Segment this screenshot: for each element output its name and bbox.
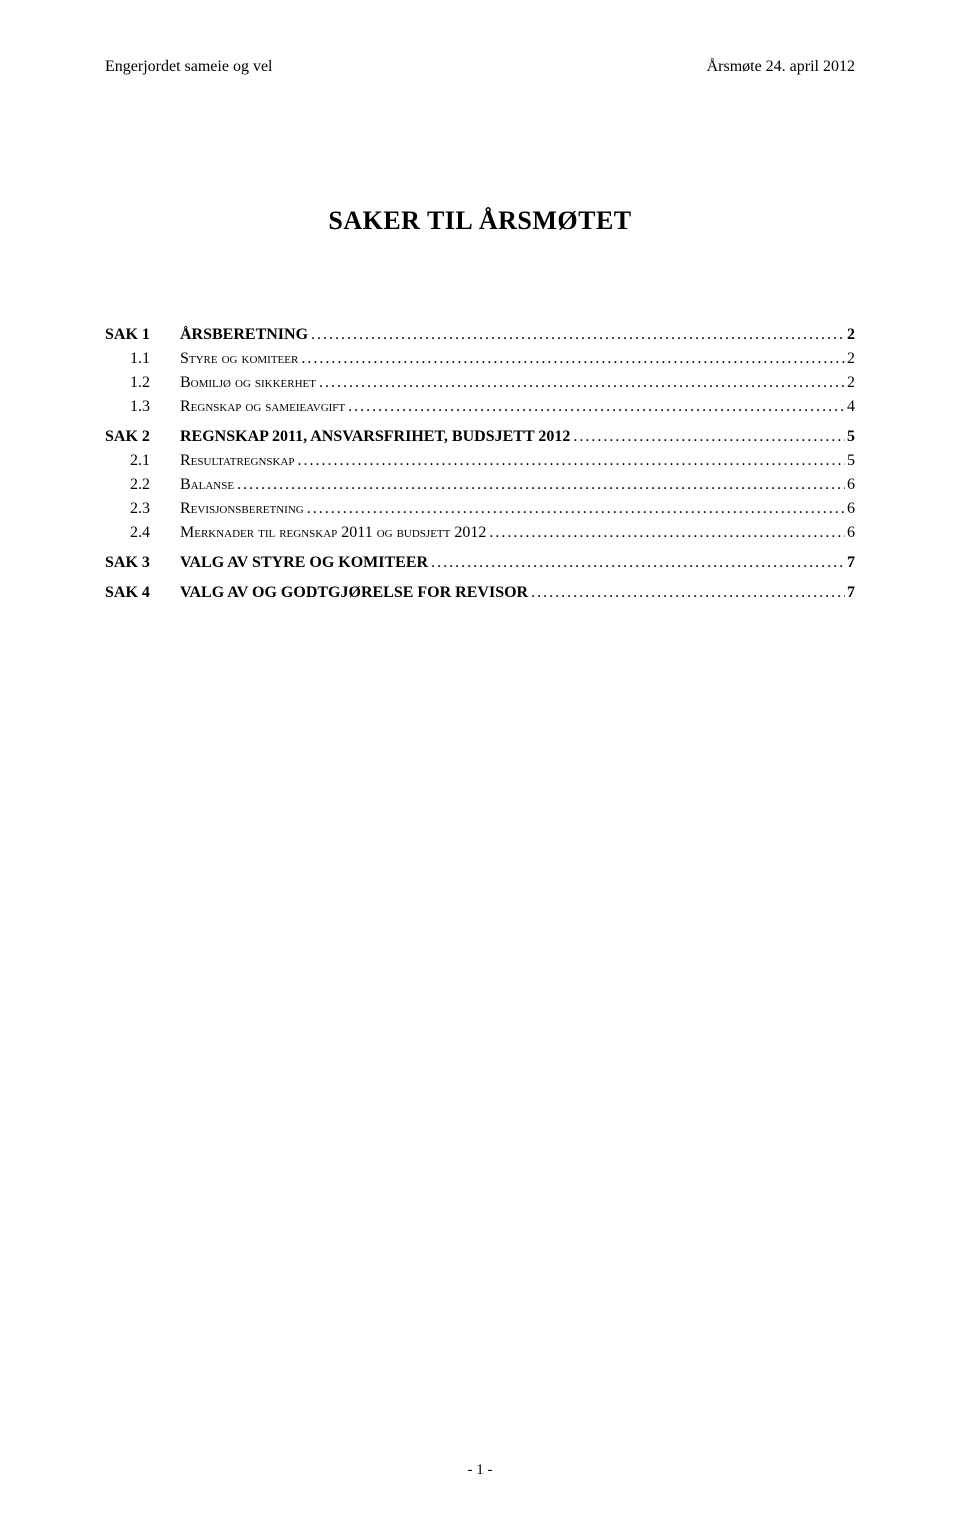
toc-entry-label: 1.3 <box>130 398 180 416</box>
toc-entry-dots <box>234 476 845 494</box>
toc-entry: SAK 1ÅRSBERETNING 2 <box>105 326 855 344</box>
toc-entry-label: SAK 1 <box>105 326 180 344</box>
toc-entry-text: Merknader til regnskap 2011 og budsjett … <box>180 524 486 542</box>
header-right-text: Årsmøte 24. april 2012 <box>707 58 855 76</box>
page-header: Engerjordet sameie og vel Årsmøte 24. ap… <box>105 58 855 76</box>
table-of-contents: SAK 1ÅRSBERETNING21.1Styre og komiteer21… <box>105 326 855 602</box>
toc-entry-page: 6 <box>845 524 855 542</box>
toc-entry-text: REGNSKAP 2011, ANSVARSFRIHET, BUDSJETT 2… <box>180 428 570 446</box>
toc-entry-dots <box>570 428 845 446</box>
toc-entry-dots <box>316 374 845 392</box>
toc-entry-dots <box>304 500 845 518</box>
toc-entry-page: 4 <box>845 398 855 416</box>
toc-entry: 2.1Resultatregnskap 5 <box>105 452 855 470</box>
page-title: SAKER TIL ÅRSMØTET <box>105 206 855 236</box>
toc-entry-page: 6 <box>845 500 855 518</box>
toc-entry-text: ÅRSBERETNING <box>180 326 308 344</box>
toc-entry-label: SAK 4 <box>105 584 180 602</box>
toc-entry-text: Regnskap og sameieavgift <box>180 398 345 416</box>
page-footer: - 1 - <box>0 1462 960 1479</box>
toc-entry-text: Resultatregnskap <box>180 452 295 470</box>
toc-entry-text: Revisjonsberetning <box>180 500 304 518</box>
toc-entry: SAK 4VALG AV OG GODTGJØRELSE FOR REVISOR… <box>105 584 855 602</box>
toc-entry-dots <box>345 398 845 416</box>
toc-entry-label: 2.4 <box>130 524 180 542</box>
toc-entry: SAK 3VALG AV STYRE OG KOMITEER 7 <box>105 554 855 572</box>
toc-entry-page: 6 <box>845 476 855 494</box>
toc-entry-text: VALG AV OG GODTGJØRELSE FOR REVISOR <box>180 584 528 602</box>
toc-entry-page: 2 <box>845 350 855 368</box>
toc-entry-label: 1.1 <box>130 350 180 368</box>
toc-entry: 2.4Merknader til regnskap 2011 og budsje… <box>105 524 855 542</box>
toc-entry-page: 5 <box>845 452 855 470</box>
toc-entry-dots <box>486 524 845 542</box>
toc-entry-page: 2 <box>845 326 855 344</box>
toc-entry: 2.3Revisjonsberetning 6 <box>105 500 855 518</box>
toc-entry-label: 2.1 <box>130 452 180 470</box>
toc-entry: 1.1Styre og komiteer 2 <box>105 350 855 368</box>
toc-entry: SAK 2REGNSKAP 2011, ANSVARSFRIHET, BUDSJ… <box>105 428 855 446</box>
toc-entry-text: Balanse <box>180 476 234 494</box>
toc-entry-dots <box>295 452 845 470</box>
toc-entry-label: SAK 3 <box>105 554 180 572</box>
toc-entry: 1.3Regnskap og sameieavgift 4 <box>105 398 855 416</box>
toc-entry-page: 5 <box>845 428 855 446</box>
toc-entry-text: Bomiljø og sikkerhet <box>180 374 316 392</box>
toc-entry-page: 7 <box>845 584 855 602</box>
toc-entry-label: 2.3 <box>130 500 180 518</box>
header-left-text: Engerjordet sameie og vel <box>105 58 273 76</box>
toc-entry-label: 1.2 <box>130 374 180 392</box>
toc-entry-dots <box>298 350 845 368</box>
toc-entry-page: 7 <box>845 554 855 572</box>
toc-entry-text: Styre og komiteer <box>180 350 298 368</box>
toc-entry-dots <box>428 554 845 572</box>
toc-entry-dots <box>308 326 845 344</box>
toc-entry-label: SAK 2 <box>105 428 180 446</box>
toc-entry: 2.2Balanse 6 <box>105 476 855 494</box>
toc-entry: 1.2Bomiljø og sikkerhet 2 <box>105 374 855 392</box>
toc-entry-text: VALG AV STYRE OG KOMITEER <box>180 554 428 572</box>
toc-entry-page: 2 <box>845 374 855 392</box>
toc-entry-dots <box>528 584 845 602</box>
toc-entry-label: 2.2 <box>130 476 180 494</box>
